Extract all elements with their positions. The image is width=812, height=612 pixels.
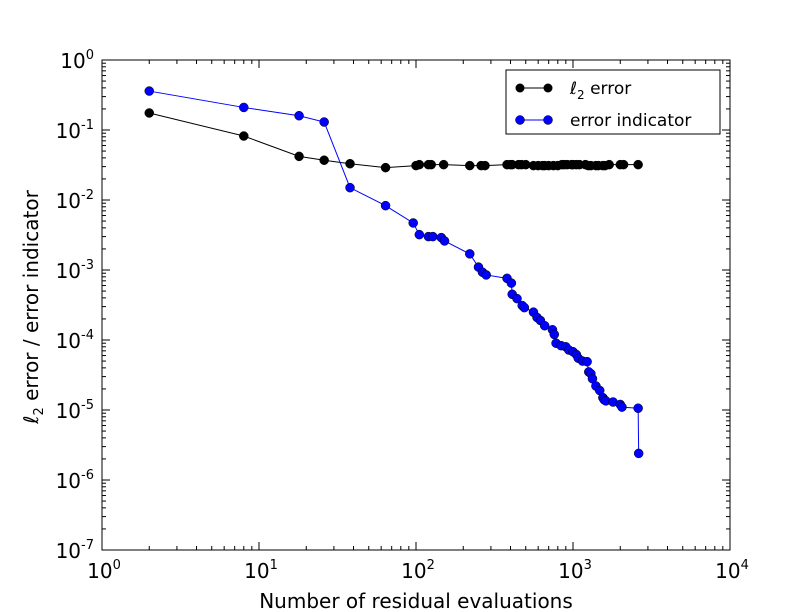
tick-label-y: 10-2 [56, 188, 94, 213]
data-point-error-indicator [506, 278, 517, 288]
data-point-error-indicator [582, 356, 592, 367]
legend-label-l2-error: ℓ2 error [569, 79, 631, 102]
tick-labels: 100 101 102 103 104 10-7 10-6 10-5 10-4 10-3 10-2 1… [56, 48, 749, 583]
data-point-l2-error [345, 158, 355, 169]
data-point-error-indicator [617, 402, 627, 412]
data-point-error-indicator [428, 231, 438, 242]
data-point-l2-error [465, 160, 475, 171]
series-error-indicator [144, 86, 644, 459]
data-point-l2-error [604, 159, 614, 170]
plot-frame [101, 59, 731, 551]
tick-label-y: 10-5 [56, 398, 94, 423]
tick-label-y: 10-6 [56, 468, 94, 493]
legend-box [505, 69, 721, 135]
data-point-l2-error [633, 159, 643, 170]
data-point-error-indicator [239, 102, 249, 113]
data-point-error-indicator [539, 320, 550, 331]
data-point-error-indicator [144, 86, 155, 96]
tick-label-x: 101 [244, 558, 278, 583]
tick-label-y: 10-7 [56, 538, 94, 563]
data-point-error-indicator [549, 329, 560, 340]
tick-label-y: 10-1 [56, 118, 94, 143]
data-point-l2-error [144, 108, 155, 118]
plot-area [144, 86, 644, 459]
data-point-error-indicator [633, 403, 643, 413]
tick-label-x: 102 [401, 558, 435, 583]
data-point-error-indicator [512, 293, 522, 304]
data-point-error-indicator [408, 218, 418, 228]
data-point-l2-error [618, 159, 629, 170]
data-point-error-indicator [319, 117, 329, 127]
y-axis-label-symbol: ℓ [19, 416, 43, 425]
data-point-l2-error [380, 162, 391, 173]
data-point-l2-error [438, 159, 449, 170]
data-point-error-indicator [465, 249, 475, 259]
axis-ticks [101, 59, 731, 551]
data-point-l2-error [426, 159, 436, 170]
series-l2-error [144, 108, 643, 173]
y-axis-label: ℓ2 error / error indicator [19, 189, 47, 424]
tick-label-y: 10-3 [56, 258, 94, 283]
data-point-error-indicator [481, 270, 491, 280]
x-axis-label: Number of residual evaluations [259, 589, 573, 612]
data-point-l2-error [294, 151, 304, 162]
legend: ℓ2 error error indicator [505, 69, 721, 135]
data-point-error-indicator [633, 448, 644, 459]
tick-label-x: 104 [715, 558, 749, 583]
data-point-l2-error [414, 159, 425, 170]
legend-marker-error-indicator [543, 115, 553, 125]
legend-label-error-indicator: error indicator [570, 111, 691, 131]
legend-marker-l2-error [543, 83, 553, 93]
y-axis-label-subscript: 2 [32, 407, 47, 415]
data-point-l2-error [239, 131, 249, 141]
tick-label-x: 100 [87, 558, 121, 583]
legend-marker-error-indicator [515, 115, 525, 125]
data-point-error-indicator [380, 200, 391, 211]
data-point-l2-error [319, 155, 329, 165]
data-point-error-indicator [439, 236, 450, 246]
tick-label-x: 103 [558, 558, 592, 583]
data-point-error-indicator [294, 110, 304, 121]
y-axis-label-text: error / error indicator [19, 189, 43, 407]
tick-label-y: 100 [60, 48, 94, 73]
data-point-l2-error [480, 160, 490, 171]
legend-marker-l2-error [515, 83, 525, 93]
data-point-error-indicator [519, 302, 530, 313]
tick-label-y: 10-4 [56, 328, 94, 353]
data-point-error-indicator [414, 229, 425, 240]
data-point-error-indicator [345, 182, 355, 193]
